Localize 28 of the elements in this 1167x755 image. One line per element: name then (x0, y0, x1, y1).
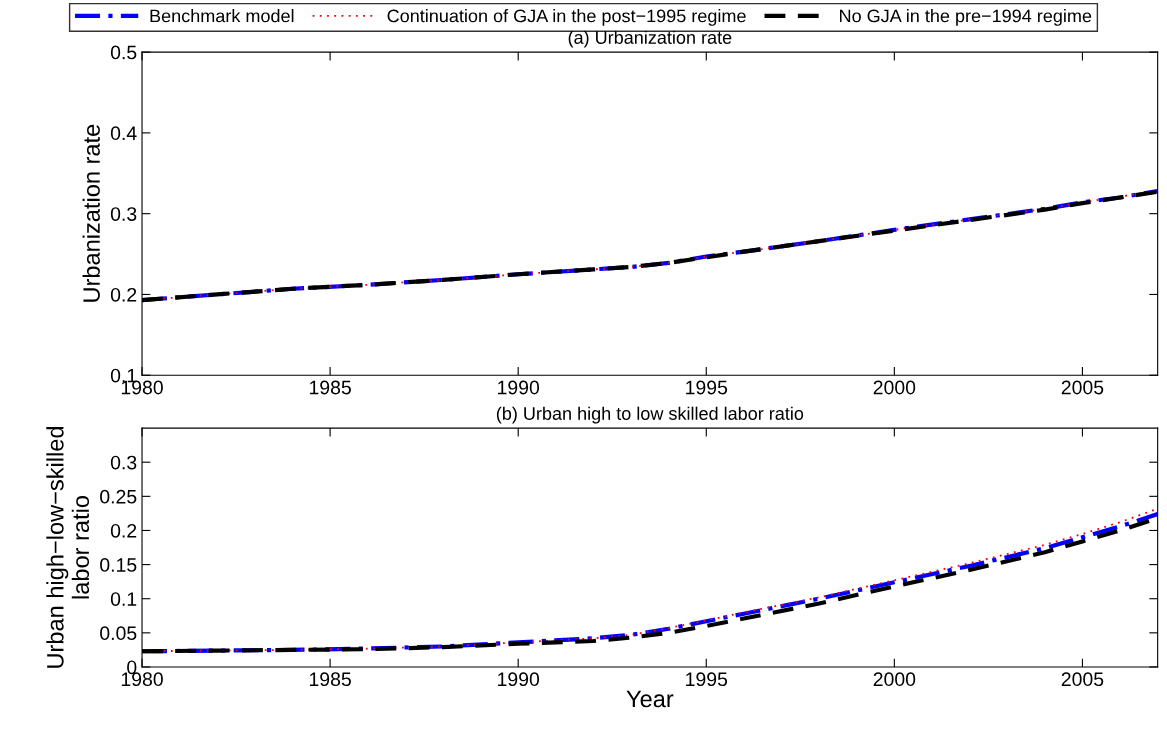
y-tick-label: 0.2 (110, 287, 137, 302)
y-axis-title: Urban high−low−skilled labor ratio (46, 426, 90, 668)
legend-label: Continuation of GJA in the post−1995 regime (387, 9, 746, 26)
y-tick-label: 0.3 (110, 455, 137, 470)
legend-label: Benchmark model (150, 9, 294, 23)
y-tick-label: 0.5 (110, 45, 137, 60)
y-tick-label: 0.1 (110, 592, 137, 606)
y-tick-label: 0.15 (100, 558, 137, 572)
x-axis-title: Year (626, 690, 674, 708)
x-tick-label: 1995 (686, 380, 728, 395)
x-tick-label: 1990 (498, 380, 540, 395)
x-tick-label: 2000 (873, 380, 916, 395)
chart-title: (a) Urbanization rate (568, 30, 732, 48)
y-tick-label: 0.3 (110, 207, 137, 221)
x-tick-label: 2005 (1061, 672, 1104, 687)
x-tick-label: 2005 (1061, 380, 1104, 395)
x-tick-label: 1985 (309, 380, 351, 395)
y-tick-label: 0.05 (100, 626, 137, 641)
x-tick-label: 1985 (309, 672, 351, 687)
y-tick-label: 0.2 (110, 523, 137, 538)
y-axis-title: Urbanization rate (82, 124, 100, 302)
y-tick-label: 0.25 (100, 489, 137, 504)
x-tick-label: 2000 (873, 672, 916, 687)
x-tick-label: 1995 (686, 672, 728, 687)
legend-label: No GJA in the pre−1994 regime (840, 9, 1092, 26)
x-tick-label: 1990 (498, 672, 540, 687)
chart-title: (b) Urban high to low skilled labor ratio (496, 406, 804, 424)
y-tick-label: 0.4 (110, 126, 137, 141)
